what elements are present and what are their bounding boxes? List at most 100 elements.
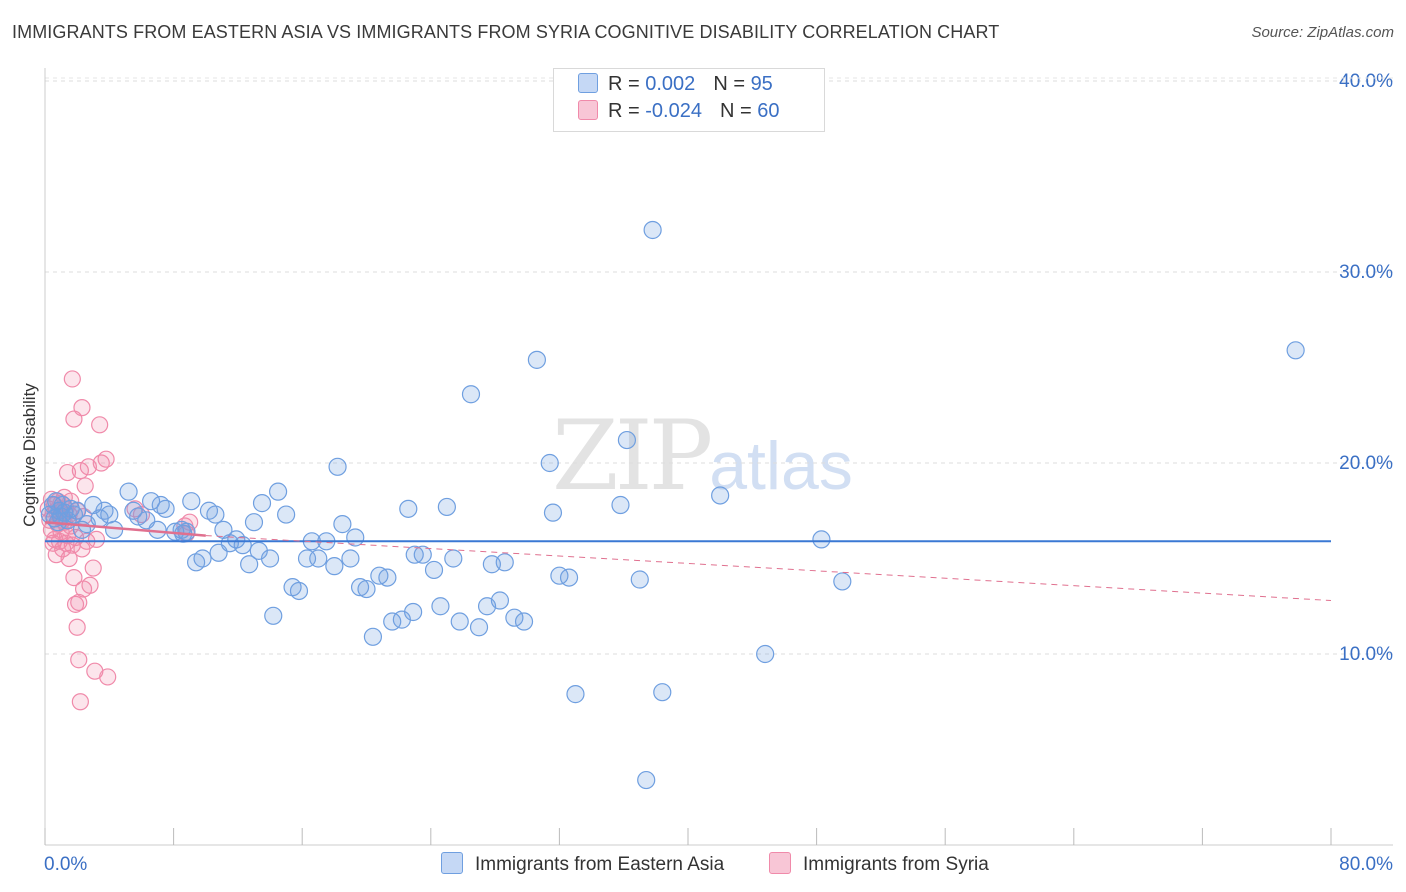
legend-r-value: -0.024 xyxy=(645,100,702,122)
eastern-asia-point xyxy=(100,505,119,524)
syria-point xyxy=(68,618,86,636)
chart-title: IMMIGRANTS FROM EASTERN ASIA VS IMMIGRAN… xyxy=(12,22,1000,42)
eastern-asia-point xyxy=(413,545,432,564)
syria-point xyxy=(79,458,98,476)
eastern-asia-point xyxy=(119,482,138,501)
eastern-asia-point xyxy=(68,501,87,520)
eastern-asia-point xyxy=(399,499,418,518)
legend-r-label: R = xyxy=(608,73,646,95)
eastern-asia-point xyxy=(309,549,328,568)
eastern-asia-point xyxy=(206,505,225,524)
eastern-asia-point xyxy=(559,568,579,587)
eastern-asia-point xyxy=(277,505,296,524)
eastern-asia-point xyxy=(833,572,852,591)
bottom-legend-swatch-eastern-asia xyxy=(441,852,463,874)
eastern-asia-point xyxy=(61,499,80,518)
eastern-asia-point xyxy=(268,482,288,501)
eastern-asia-point xyxy=(244,513,264,532)
syria-point xyxy=(65,568,83,587)
syria-trend-line-extended xyxy=(205,535,1332,602)
y-tick-label: 20.0% xyxy=(1339,453,1393,474)
eastern-asia-point xyxy=(431,597,450,616)
x-tick-label-min: 0.0% xyxy=(44,854,87,875)
bottom-legend-label-syria: Immigrants from Syria xyxy=(803,854,989,875)
eastern-asia-point xyxy=(653,683,672,702)
eastern-asia-point xyxy=(252,494,272,513)
bottom-legend-syria: Immigrants from Syria xyxy=(769,852,989,876)
eastern-asia-point xyxy=(240,555,259,574)
syria-point xyxy=(91,416,109,434)
legend-r-value: 0.002 xyxy=(645,73,696,95)
eastern-asia-point xyxy=(437,497,456,517)
eastern-asia-point xyxy=(325,557,344,576)
eastern-asia-point xyxy=(357,579,376,599)
eastern-asia-point xyxy=(156,499,175,518)
eastern-asia-point xyxy=(617,430,637,450)
x-tick-label-max: 80.0% xyxy=(1339,854,1393,875)
watermark-atlas: atlas xyxy=(709,428,853,504)
eastern-asia-point xyxy=(505,608,524,627)
eastern-asia-point xyxy=(637,770,656,790)
syria-point xyxy=(58,463,77,482)
watermark-zip: ZIP xyxy=(552,400,713,512)
syria-point xyxy=(97,450,115,468)
legend-n-value: 60 xyxy=(757,100,780,122)
syria-point xyxy=(73,399,91,417)
legend-row-syria: R = -0.024 N = 60 xyxy=(578,100,779,126)
eastern-asia-point xyxy=(514,612,534,631)
eastern-asia-point xyxy=(260,549,280,568)
syria-point xyxy=(76,477,94,495)
eastern-asia-point xyxy=(711,486,730,505)
eastern-asia-point xyxy=(328,457,347,476)
legend-row-eastern-asia: R = 0.002 N = 95 xyxy=(578,73,773,99)
eastern-asia-point xyxy=(378,568,397,587)
eastern-asia-point xyxy=(341,549,360,568)
y-axis-label: Cognitive Disability xyxy=(20,383,39,527)
legend-n-label: N = xyxy=(719,100,758,122)
syria-point xyxy=(81,576,99,594)
legend-r-label: R = xyxy=(608,100,646,122)
legend-n-label: N = xyxy=(713,73,751,95)
eastern-asia-point xyxy=(611,495,630,515)
syria-point xyxy=(47,546,65,564)
eastern-asia-point xyxy=(404,602,423,622)
y-tick-label: 10.0% xyxy=(1339,644,1393,665)
bottom-legend-eastern-asia: Immigrants from Eastern Asia xyxy=(441,852,724,876)
eastern-asia-point xyxy=(543,503,563,522)
syria-point xyxy=(84,559,102,577)
eastern-asia-point xyxy=(444,549,463,568)
eastern-asia-point xyxy=(124,501,143,520)
source-label: Source: ZipAtlas.com xyxy=(1251,24,1394,41)
eastern-asia-point xyxy=(461,385,481,404)
eastern-asia-point xyxy=(177,522,196,541)
eastern-asia-point xyxy=(363,627,383,646)
eastern-asia-point xyxy=(1286,341,1305,360)
syria-point xyxy=(70,651,88,669)
syria-point xyxy=(70,593,88,612)
eastern-asia-point xyxy=(182,492,201,511)
syria-trend-line xyxy=(44,520,206,537)
syria-point xyxy=(71,693,89,711)
eastern-asia-point xyxy=(141,492,161,511)
legend-n-value: 95 xyxy=(750,73,773,95)
eastern-asia-point xyxy=(469,618,489,637)
syria-point xyxy=(63,370,81,388)
watermark: ZIPatlas xyxy=(552,400,853,512)
syria-point xyxy=(60,549,78,568)
eastern-asia-point xyxy=(812,530,831,549)
eastern-asia-point xyxy=(424,560,444,580)
syria-point xyxy=(71,462,89,480)
correlation-legend: R = 0.002 N = 95 R = -0.024 N = 60 xyxy=(553,68,825,132)
legend-swatch-syria xyxy=(578,100,598,120)
eastern-asia-point xyxy=(105,520,124,539)
eastern-asia-point xyxy=(333,515,352,534)
eastern-asia-point xyxy=(643,220,662,240)
eastern-asia-point xyxy=(495,553,514,572)
eastern-asia-point xyxy=(193,549,212,568)
y-tick-label: 40.0% xyxy=(1339,71,1393,92)
syria-point xyxy=(99,668,117,686)
legend-swatch-eastern-asia xyxy=(578,73,598,93)
syria-point xyxy=(87,530,106,549)
eastern-asia-point xyxy=(527,350,546,369)
